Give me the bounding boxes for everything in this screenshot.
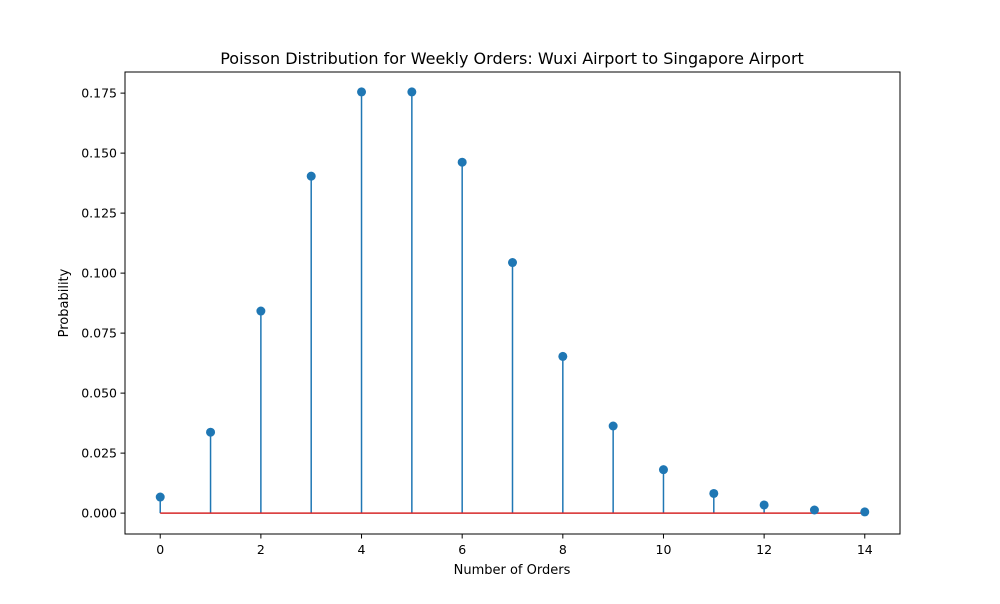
stem-marker-2: [256, 306, 266, 316]
x-tick-label: 8: [559, 542, 567, 557]
stem-marker-12: [759, 500, 769, 510]
y-tick-label: 0.000: [81, 506, 117, 521]
x-tick-label: 14: [857, 542, 873, 557]
x-tick-label: 12: [756, 542, 772, 557]
chart-title: Poisson Distribution for Weekly Orders: …: [220, 49, 804, 68]
y-tick-label: 0.050: [81, 386, 117, 401]
y-tick-label: 0.100: [81, 266, 117, 281]
x-tick-label: 0: [156, 542, 164, 557]
x-tick-label: 4: [358, 542, 366, 557]
y-axis-label: Probability: [57, 268, 72, 337]
y-tick-label: 0.125: [81, 206, 117, 221]
stem-marker-3: [306, 171, 316, 181]
stem-marker-5: [407, 87, 417, 97]
stem-marker-6: [457, 157, 467, 167]
stem-marker-7: [508, 258, 517, 268]
stem-marker-11: [709, 488, 719, 498]
stem-marker-1: [206, 427, 216, 437]
x-tick-label: 2: [257, 542, 265, 557]
stem-marker-13: [809, 505, 819, 515]
stem-marker-10: [658, 465, 668, 475]
stem-marker-4: [357, 87, 367, 97]
stem-marker-14: [860, 507, 870, 517]
stem-marker-0: [155, 492, 165, 502]
plot-frame: [124, 71, 901, 535]
y-tick-label: 0.075: [81, 326, 117, 341]
x-tick-label: 6: [458, 542, 466, 557]
y-tick-label: 0.025: [81, 446, 117, 461]
x-axis: 0 2 4 6 8 10 12 14: [156, 534, 873, 557]
markers-layer: [155, 87, 870, 517]
x-tick-label: 10: [656, 542, 672, 557]
y-tick-label: 0.150: [81, 146, 117, 161]
y-tick-label: 0.175: [81, 86, 117, 101]
stem-marker-9: [608, 421, 618, 431]
y-axis: 0.000 0.025 0.050 0.075 0.100 0.125 0.150 0.175: [81, 86, 125, 521]
stem-marker-8: [558, 351, 568, 361]
x-axis-label: Number of Orders: [454, 563, 571, 578]
